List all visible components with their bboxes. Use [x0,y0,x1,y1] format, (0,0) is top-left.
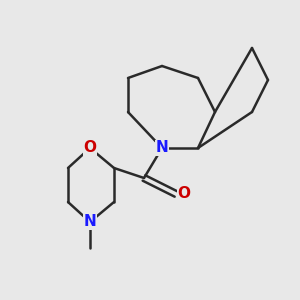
Text: N: N [84,214,96,230]
Text: O: O [178,187,190,202]
Text: N: N [156,140,168,155]
Text: O: O [83,140,97,155]
